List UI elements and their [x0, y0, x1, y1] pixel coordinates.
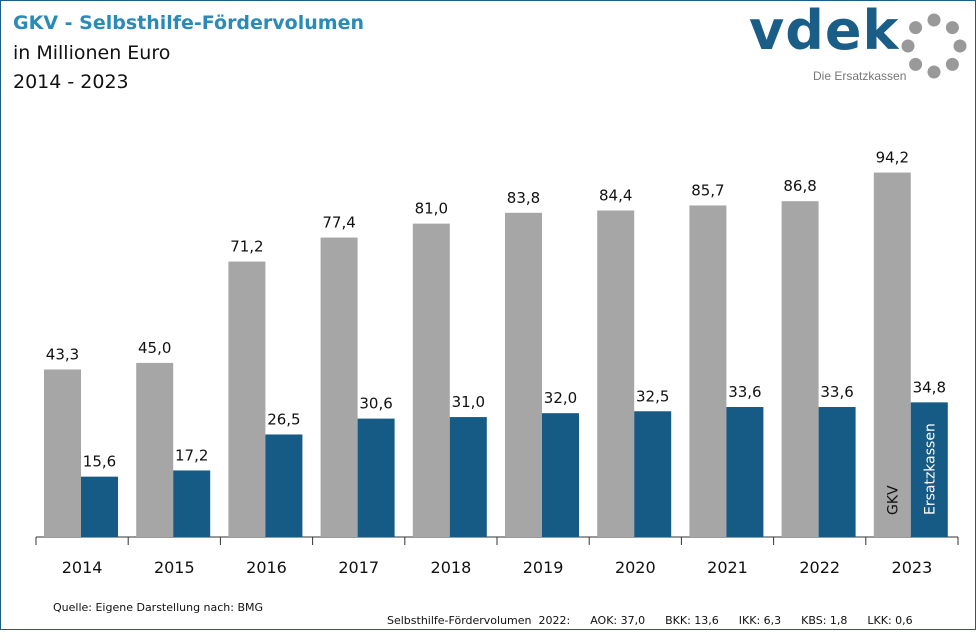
bar-gkv: [44, 369, 81, 537]
bar-chart: 2014 43,3 15,6 2015 45,0 17,2 2016 71,2 26,5 2017…: [35, 149, 959, 577]
data-label: 84,4: [599, 186, 632, 204]
data-label: 33,6: [728, 383, 761, 401]
breakdown-bkk: BKK: 13,6: [665, 614, 719, 627]
bar-gkv: [689, 205, 727, 537]
bar-ersatzkassen: [173, 470, 211, 537]
logo-tagline: Die Ersatzkassen: [813, 69, 907, 83]
bar-gkv: [873, 172, 911, 538]
bar-ersatzkassen: [81, 476, 118, 537]
data-label: 26,5: [267, 410, 300, 428]
breakdown-aok: AOK: 37,0: [590, 614, 646, 627]
data-label: 77,4: [322, 214, 355, 232]
bar-gkv: [136, 362, 174, 537]
bar-ersatzkassen: [910, 402, 948, 537]
x-tick-label: 2023: [892, 558, 933, 577]
bar-gkv: [505, 212, 542, 537]
data-label: 85,7: [691, 181, 724, 199]
bar-gkv: [228, 261, 266, 537]
bar-ersatzkassen: [265, 434, 303, 537]
bar-ersatzkassen: [449, 417, 487, 537]
x-tick-label: 2017: [338, 558, 379, 577]
bar-ersatzkassen: [357, 418, 395, 537]
bar-ersatzkassen: [634, 411, 672, 537]
breakdown-ikk: IKK: 6,3: [738, 614, 782, 627]
legend-gkv: GKV: [885, 485, 901, 515]
breakdown-kbs: KBS: 1,8: [801, 614, 848, 627]
breakdown-note: Selbsthilfe-Fördervolumen 2022: AOK: 37,0…: [373, 601, 933, 640]
legend-ersatzkassen: Ersatzkassen: [922, 423, 938, 515]
x-tick-label: 2018: [431, 558, 472, 577]
vdek-logo: vdek Die Ersatzkassen: [749, 0, 969, 91]
data-label: 83,8: [507, 189, 540, 207]
data-label: 30,6: [359, 395, 392, 413]
bar-gkv: [597, 210, 635, 538]
data-label: 45,0: [138, 339, 171, 357]
data-label: 17,2: [175, 446, 208, 464]
bar-gkv: [320, 237, 358, 538]
bar-ersatzkassen: [726, 407, 764, 537]
x-tick-label: 2016: [246, 558, 287, 577]
x-tick-label: 2014: [62, 558, 103, 577]
data-label: 34,8: [913, 378, 946, 396]
chart-title: GKV - Selbsthilfe-Fördervolumen: [13, 12, 364, 34]
data-label: 32,0: [544, 389, 577, 407]
x-tick-label: 2021: [707, 558, 748, 577]
data-label: 32,5: [636, 387, 669, 405]
logo-wordmark: vdek: [749, 0, 900, 62]
bar-ersatzkassen: [818, 407, 856, 537]
x-tick-label: 2020: [615, 558, 656, 577]
breakdown-lkk: LKK: 0,6: [867, 614, 913, 627]
data-label: 94,2: [876, 149, 909, 167]
data-label: 81,0: [415, 200, 448, 218]
bar-gkv: [781, 201, 819, 537]
chart-subtitle: in Millionen Euro: [13, 42, 171, 64]
logo-ring-icon: [901, 13, 967, 79]
data-label: 71,2: [230, 238, 263, 256]
bar-gkv: [412, 223, 450, 537]
x-tick-label: 2015: [154, 558, 195, 577]
data-label: 86,8: [783, 177, 816, 195]
data-label: 33,6: [820, 383, 853, 401]
x-tick-label: 2019: [523, 558, 564, 577]
data-label: 15,6: [83, 453, 116, 471]
data-label: 43,3: [46, 345, 79, 363]
bar-ersatzkassen: [542, 413, 579, 537]
source-note: Quelle: Eigene Darstellung nach: BMG: [53, 601, 264, 614]
x-tick-label: 2022: [799, 558, 840, 577]
breakdown-label: Selbsthilfe-Fördervolumen 2022:: [387, 614, 571, 627]
chart-year-range: 2014 - 2023: [13, 71, 129, 93]
data-label: 31,0: [452, 393, 485, 411]
